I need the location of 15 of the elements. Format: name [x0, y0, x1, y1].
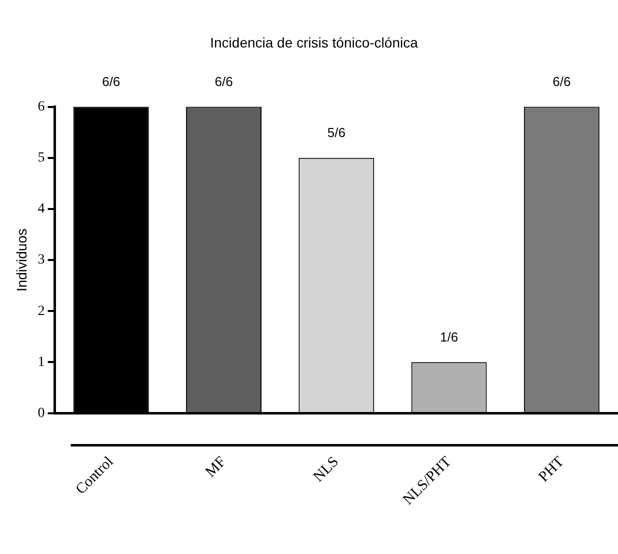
- y-tick-label: 4: [38, 202, 45, 217]
- annotation: 1/6: [440, 329, 458, 344]
- y-tick-label: 2: [38, 304, 45, 319]
- annotation: 6/6: [102, 74, 120, 89]
- annotation: 6/6: [552, 74, 571, 89]
- y-tick-label: 3: [38, 252, 45, 268]
- x-tick-label: MF: [202, 454, 230, 481]
- annotation: 6/6: [214, 74, 233, 89]
- y-tick-label: 5: [38, 150, 45, 166]
- y-tick-label: 6: [38, 99, 45, 114]
- y-tick-label: 0: [38, 406, 45, 421]
- chart-title: Incidencia de crisis tónico-clónica: [210, 34, 418, 50]
- y-tick-label: 1: [38, 354, 45, 370]
- y-axis-title: Individuos: [13, 228, 30, 292]
- annotation: 5/6: [327, 124, 346, 140]
